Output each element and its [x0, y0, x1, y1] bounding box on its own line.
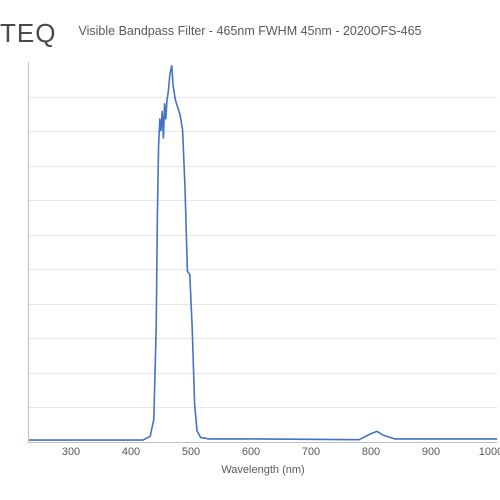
plot-area: Wavelength (nm) 300400500600700800900100…	[28, 62, 497, 443]
x-tick-label: 400	[122, 446, 140, 458]
spectrum-line	[29, 62, 497, 442]
x-axis-label: Wavelength (nm)	[29, 464, 497, 476]
x-tick-label: 600	[242, 446, 260, 458]
x-tick-label: 1000	[479, 446, 500, 458]
x-tick-label: 300	[62, 446, 80, 458]
x-tick-label: 900	[422, 446, 440, 458]
x-tick-label: 500	[182, 446, 200, 458]
chart-container: TEQ Visible Bandpass Filter - 465nm FWHM…	[0, 0, 500, 500]
x-tick-label: 800	[362, 446, 380, 458]
chart-title: Visible Bandpass Filter - 465nm FWHM 45n…	[0, 24, 500, 38]
x-tick-label: 700	[302, 446, 320, 458]
